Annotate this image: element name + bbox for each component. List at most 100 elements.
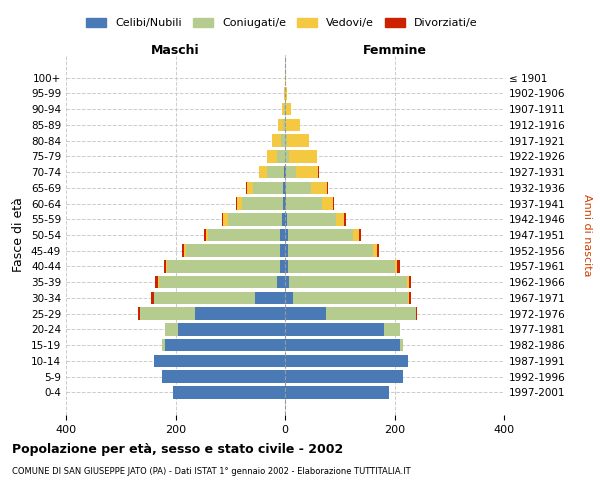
Text: Popolazione per età, sesso e stato civile - 2002: Popolazione per età, sesso e stato civil…: [12, 442, 343, 456]
Bar: [285, 260, 288, 273]
Bar: [288, 260, 395, 273]
Bar: [285, 292, 293, 304]
Bar: [383, 323, 400, 336]
Bar: [184, 244, 187, 257]
Bar: [288, 228, 353, 241]
Bar: [285, 323, 383, 336]
Bar: [162, 370, 285, 383]
Bar: [353, 228, 359, 241]
Bar: [359, 228, 361, 241]
Bar: [289, 276, 407, 288]
Bar: [222, 213, 223, 226]
Bar: [395, 260, 397, 273]
Bar: [162, 339, 164, 351]
Bar: [283, 118, 285, 131]
Bar: [259, 166, 268, 178]
Bar: [227, 213, 282, 226]
Bar: [280, 244, 285, 257]
Bar: [285, 386, 389, 398]
Bar: [285, 308, 326, 320]
Bar: [208, 228, 280, 241]
Bar: [285, 118, 286, 131]
Bar: [285, 370, 403, 383]
Text: Maschi: Maschi: [151, 44, 200, 57]
Bar: [344, 213, 346, 226]
Bar: [285, 228, 288, 241]
Bar: [280, 260, 285, 273]
Bar: [178, 323, 285, 336]
Bar: [277, 276, 285, 288]
Bar: [278, 118, 283, 131]
Bar: [154, 292, 255, 304]
Bar: [408, 292, 409, 304]
Bar: [164, 339, 285, 351]
Bar: [285, 182, 286, 194]
Bar: [282, 213, 285, 226]
Y-axis label: Fasce di età: Fasce di età: [13, 198, 25, 272]
Bar: [407, 276, 409, 288]
Bar: [332, 197, 334, 210]
Bar: [287, 213, 336, 226]
Bar: [336, 213, 344, 226]
Bar: [285, 339, 400, 351]
Bar: [287, 134, 309, 147]
Bar: [236, 197, 237, 210]
Bar: [187, 244, 280, 257]
Bar: [151, 292, 154, 304]
Y-axis label: Anni di nascita: Anni di nascita: [582, 194, 592, 276]
Bar: [155, 276, 158, 288]
Bar: [373, 244, 377, 257]
Bar: [166, 260, 167, 273]
Bar: [237, 197, 242, 210]
Bar: [409, 276, 412, 288]
Bar: [285, 134, 287, 147]
Bar: [409, 292, 412, 304]
Bar: [158, 276, 159, 288]
Bar: [268, 166, 284, 178]
Bar: [286, 197, 322, 210]
Bar: [281, 134, 285, 147]
Bar: [223, 213, 227, 226]
Bar: [286, 182, 311, 194]
Bar: [204, 228, 206, 241]
Bar: [285, 276, 289, 288]
Bar: [272, 134, 281, 147]
Bar: [206, 228, 208, 241]
Bar: [326, 308, 416, 320]
Bar: [377, 244, 379, 257]
Bar: [182, 244, 184, 257]
Bar: [416, 308, 418, 320]
Bar: [247, 182, 253, 194]
Bar: [285, 87, 287, 100]
Bar: [286, 118, 300, 131]
Bar: [400, 339, 403, 351]
Bar: [159, 276, 277, 288]
Bar: [283, 182, 285, 194]
Bar: [285, 150, 289, 162]
Bar: [285, 244, 288, 257]
Bar: [164, 260, 166, 273]
Bar: [194, 308, 285, 320]
Bar: [154, 354, 285, 367]
Text: COMUNE DI SAN GIUSEPPE JATO (PA) - Dati ISTAT 1° gennaio 2002 - Elaborazione TUT: COMUNE DI SAN GIUSEPPE JATO (PA) - Dati …: [12, 468, 410, 476]
Bar: [138, 308, 140, 320]
Bar: [293, 292, 408, 304]
Bar: [267, 150, 277, 162]
Bar: [327, 182, 328, 194]
Bar: [285, 197, 286, 210]
Bar: [173, 386, 285, 398]
Bar: [284, 87, 285, 100]
Bar: [164, 323, 178, 336]
Bar: [397, 260, 400, 273]
Bar: [288, 244, 373, 257]
Bar: [296, 166, 319, 178]
Bar: [140, 308, 194, 320]
Bar: [242, 197, 283, 210]
Bar: [285, 354, 408, 367]
Bar: [289, 150, 317, 162]
Bar: [311, 182, 327, 194]
Bar: [286, 103, 291, 116]
Bar: [277, 150, 285, 162]
Bar: [322, 197, 332, 210]
Legend: Celibi/Nubili, Coniugati/e, Vedovi/e, Divorziati/e: Celibi/Nubili, Coniugati/e, Vedovi/e, Di…: [82, 13, 482, 32]
